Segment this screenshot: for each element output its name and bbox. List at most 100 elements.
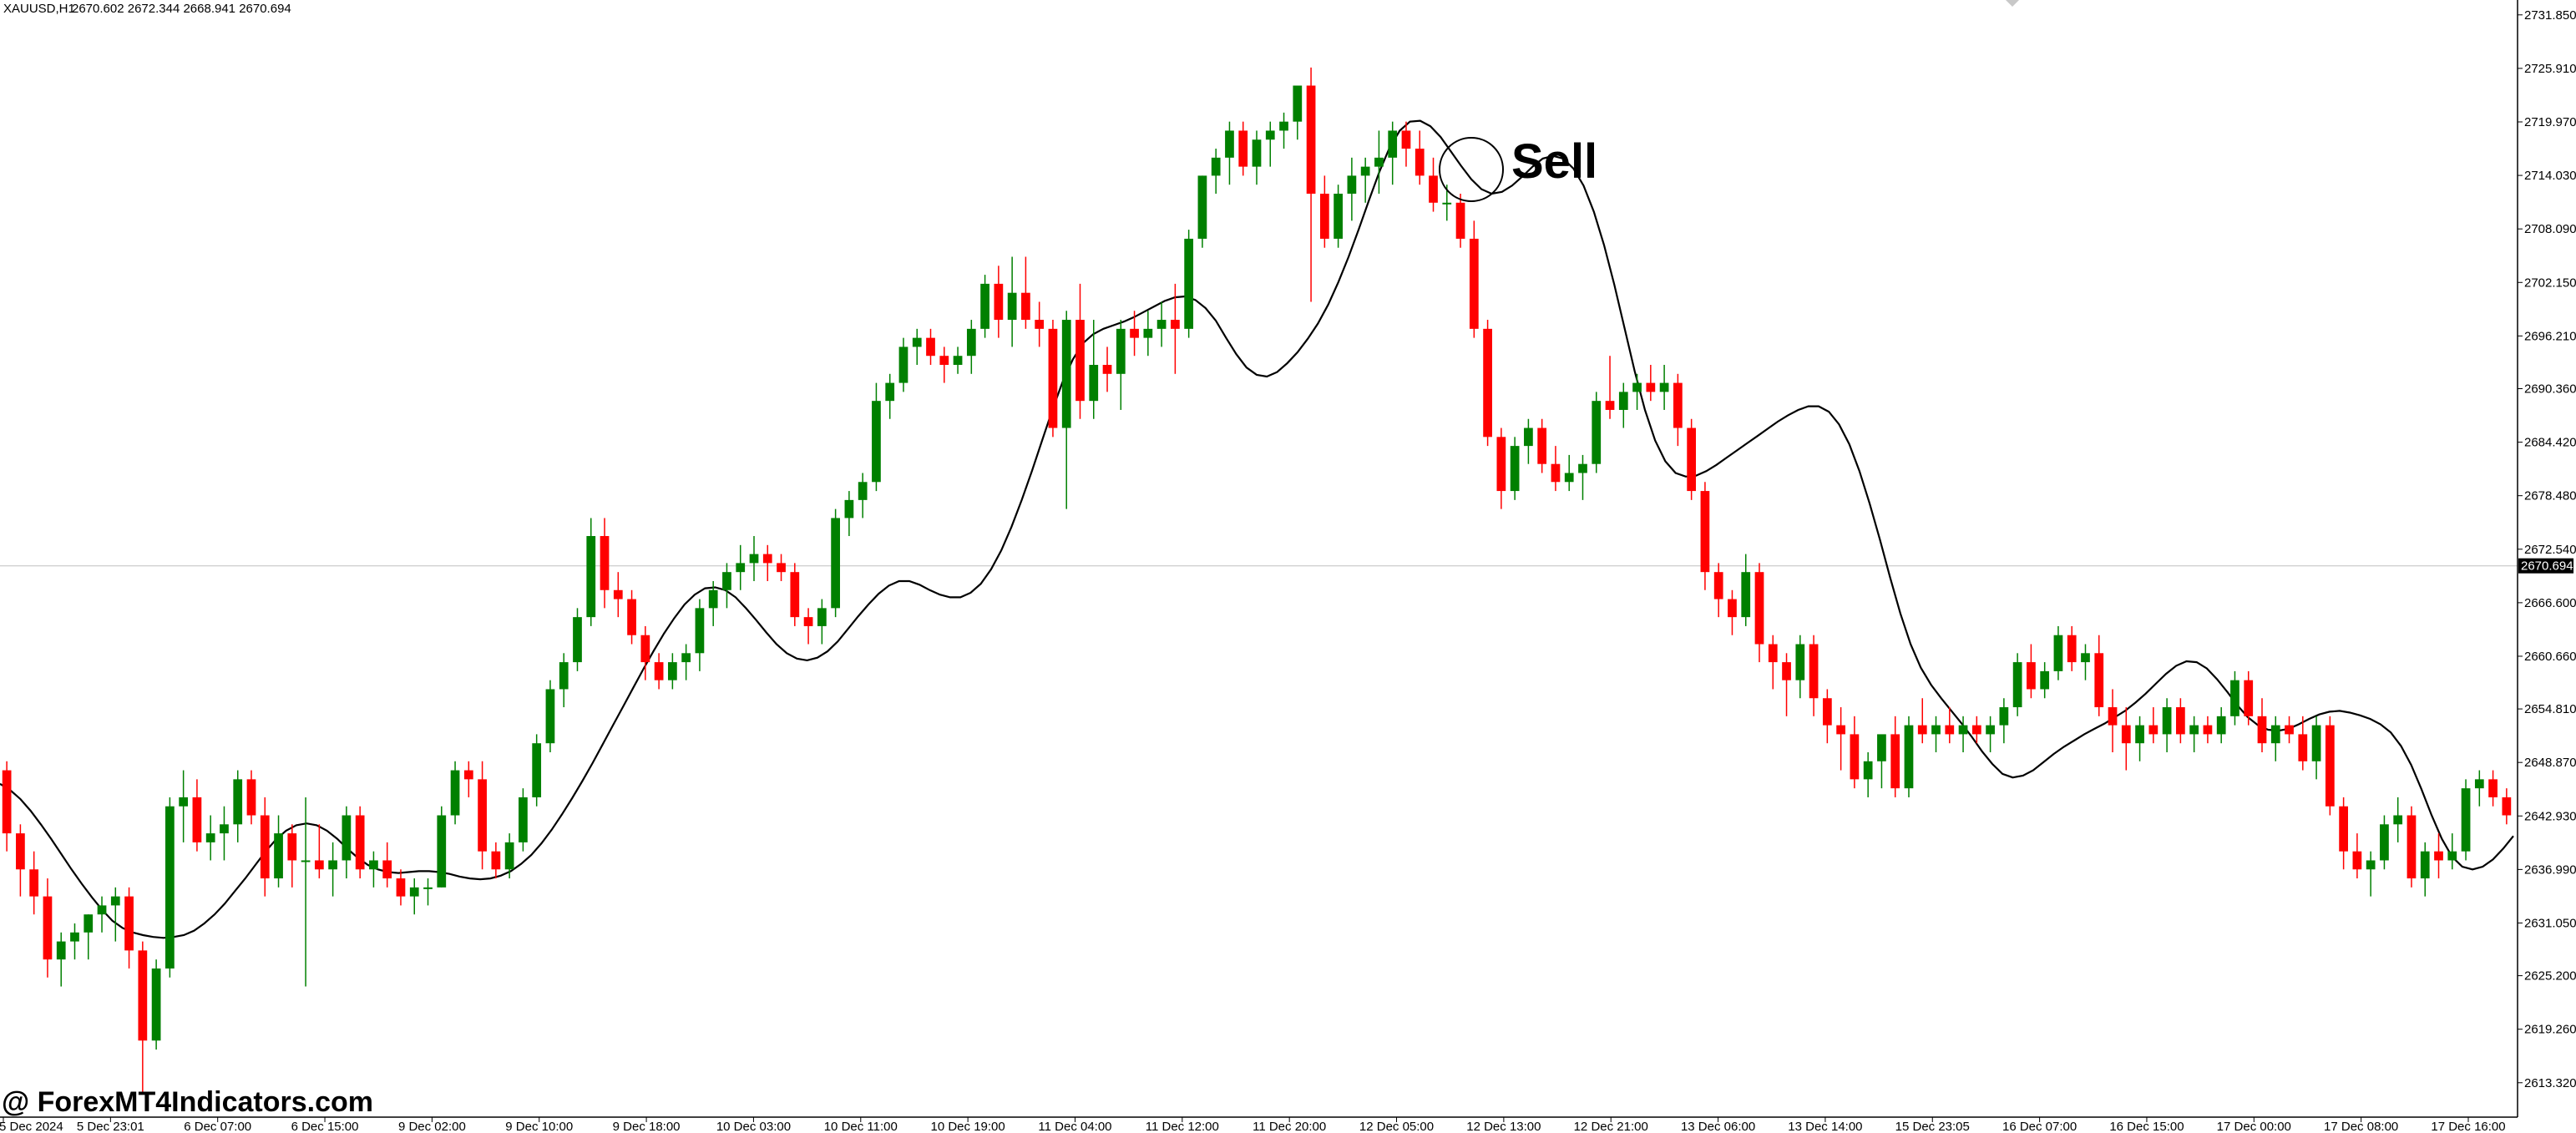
candle[interactable] [872,382,881,492]
candle[interactable] [165,797,175,978]
candle[interactable] [2148,707,2158,744]
candle[interactable] [1673,373,1683,447]
candle[interactable] [70,923,79,960]
candle[interactable] [1089,320,1099,419]
candle[interactable] [2012,653,2022,716]
candle[interactable] [2162,698,2172,752]
candle[interactable] [274,815,283,888]
candle[interactable] [463,761,473,797]
candle[interactable] [1496,427,1506,509]
candle[interactable] [1334,185,1343,248]
candle[interactable] [2447,833,2457,870]
candle[interactable] [2352,833,2362,879]
candle[interactable] [205,815,215,861]
candle[interactable] [355,806,365,879]
candle[interactable] [1007,256,1017,347]
candle[interactable] [2339,797,2348,870]
candle[interactable] [1293,85,1303,140]
candle[interactable] [151,959,161,1050]
candle[interactable] [2285,716,2294,744]
candle[interactable] [84,914,94,960]
candle[interactable] [994,266,1004,338]
candle[interactable] [980,275,989,338]
candle[interactable] [1578,454,1587,500]
candle[interactable] [559,653,569,708]
candle[interactable] [220,806,229,861]
candle[interactable] [2474,770,2484,807]
candle[interactable] [777,554,786,581]
candle[interactable] [1061,311,1071,509]
candle[interactable] [1945,707,1955,744]
candle[interactable] [926,328,935,366]
candle[interactable] [831,508,840,618]
candle[interactable] [2420,842,2430,897]
candle[interactable] [1319,175,1329,248]
candle[interactable] [519,788,528,852]
candle[interactable] [1360,157,1370,203]
candle[interactable] [1225,121,1234,185]
candle[interactable] [1171,283,1180,374]
candle[interactable] [844,491,854,537]
candle[interactable] [1184,230,1194,338]
candle[interactable] [382,842,392,888]
candle[interactable] [1551,446,1561,492]
candle[interactable] [1143,311,1153,357]
candle[interactable] [478,761,487,870]
candle[interactable] [1130,311,1139,357]
candle[interactable] [2298,716,2308,771]
candle[interactable] [2380,815,2389,870]
candle[interactable] [1782,653,1791,716]
candle[interactable] [1809,635,1819,716]
candle[interactable] [97,896,107,933]
candle[interactable] [328,842,337,897]
candle[interactable] [2216,707,2226,744]
candle[interactable] [627,589,636,645]
candle[interactable] [1102,346,1112,392]
candle[interactable] [966,320,976,374]
candle[interactable] [342,806,352,879]
candle[interactable] [1632,373,1642,410]
candle[interactable] [56,932,66,987]
candle[interactable] [1877,734,1886,789]
candle[interactable] [654,653,664,690]
candle[interactable] [912,328,922,366]
candle[interactable] [2406,806,2417,888]
candle[interactable] [2203,716,2213,744]
candle[interactable] [762,544,772,581]
candles-layer[interactable] [2,67,2512,1095]
candle[interactable] [29,851,39,915]
candle[interactable] [2461,779,2471,861]
candle[interactable] [2176,698,2185,744]
candle[interactable] [2027,644,2036,699]
candle[interactable] [1510,437,1520,500]
candle[interactable] [1618,382,1628,428]
candle[interactable] [1971,716,1981,744]
candle[interactable] [437,806,447,888]
candle[interactable] [2325,716,2335,816]
candle[interactable] [396,869,406,906]
candle[interactable] [2311,716,2321,780]
candle[interactable] [1904,716,1914,797]
candle[interactable] [858,473,868,518]
candle[interactable] [192,779,202,852]
candle[interactable] [681,644,691,680]
candle[interactable] [586,518,596,626]
candle[interactable] [1401,121,1411,167]
candle[interactable] [110,887,120,942]
candle[interactable] [491,842,501,879]
candle[interactable] [2393,797,2403,842]
candle[interactable] [2053,625,2063,680]
candle[interactable] [1156,301,1167,347]
candle[interactable] [573,608,582,671]
candle[interactable] [817,599,827,645]
candle[interactable] [545,680,555,752]
candle[interactable] [1116,320,1126,410]
candle[interactable] [1646,365,1656,402]
candle[interactable] [1605,356,1615,419]
candle[interactable] [179,770,189,842]
candle[interactable] [695,599,705,671]
candle[interactable] [1822,689,1832,744]
candle[interactable] [124,887,134,969]
candle[interactable] [939,346,949,383]
candle[interactable] [885,373,895,419]
